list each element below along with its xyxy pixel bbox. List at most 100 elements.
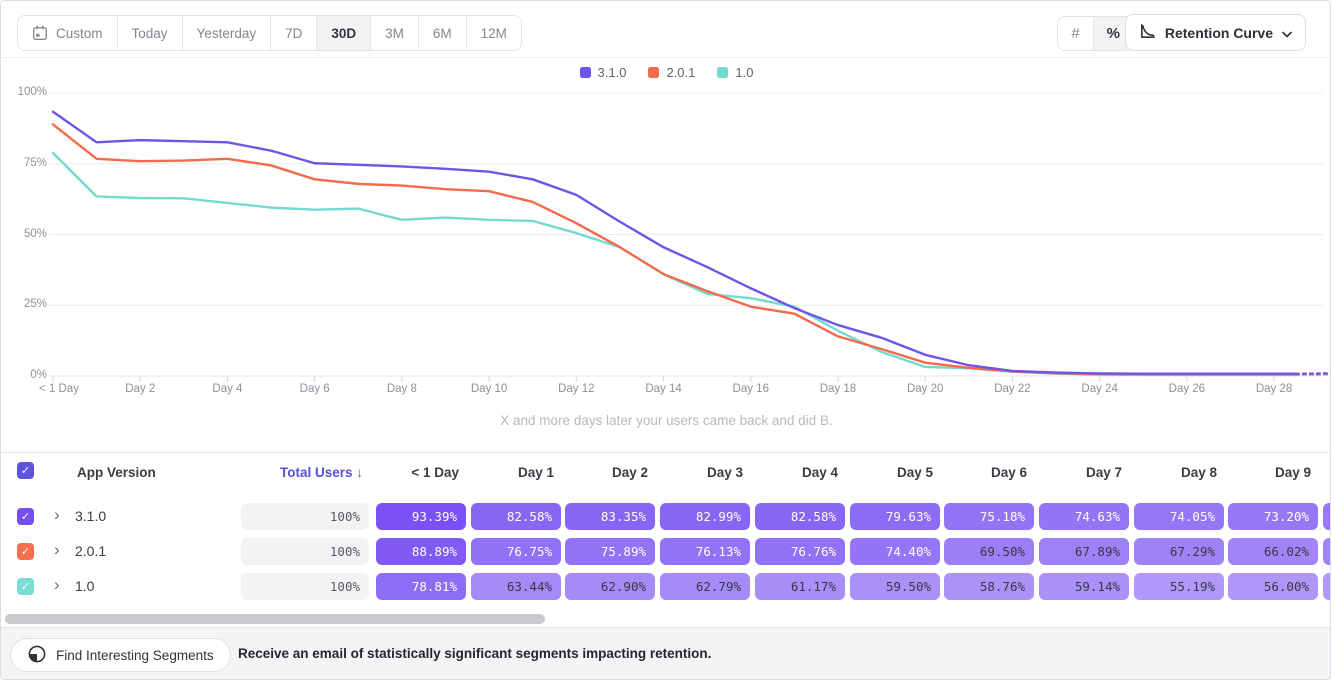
absolute-values-toggle[interactable]: # (1058, 17, 1094, 50)
column-header-day-4[interactable]: Day 4 (801, 465, 838, 480)
chart-subtitle: X and more days later your users came ba… (500, 413, 833, 428)
series-line-3.1.0 (51, 110, 1298, 375)
table-row-2.0.1: ✓ › 2.0.1 100% 88.89% 76.75% 75.89% 76.13% 76.76… (1, 534, 1330, 569)
retention-cell[interactable]: 79.63% (850, 503, 940, 530)
retention-cell[interactable]: 93.39% (376, 503, 466, 530)
range-button-6m[interactable]: 6M (419, 16, 467, 50)
expand-chevron-icon[interactable]: › (54, 505, 60, 524)
retention-cell[interactable]: 74.40% (850, 538, 940, 565)
range-button-12m[interactable]: 12M (467, 16, 521, 50)
footer-bar: Find Interesting Segments Receive an ema… (1, 627, 1330, 679)
retention-cell[interactable]: 82.58% (755, 503, 845, 530)
retention-cell[interactable]: 59.50% (850, 573, 940, 600)
retention-cell[interactable]: 69.50% (944, 538, 1034, 565)
retention-cell[interactable]: 82.58% (471, 503, 561, 530)
chart-type-dropdown[interactable]: Retention Curve (1124, 14, 1306, 51)
retention-cell[interactable]: 88.89% (376, 538, 466, 565)
expand-chevron-icon[interactable]: › (54, 540, 60, 559)
retention-curve-icon (1139, 23, 1156, 43)
column-header-day-7[interactable]: Day 7 (1085, 465, 1122, 480)
x-axis-label: Day 28 (1255, 383, 1293, 395)
x-axis-label: Day 8 (386, 383, 417, 395)
range-button-today[interactable]: Today (118, 16, 183, 50)
retention-cell[interactable]: 76.75% (471, 538, 561, 565)
column-header-day-6[interactable]: Day 6 (990, 465, 1027, 480)
total-users-cell: 100% (241, 538, 369, 565)
x-axis-label: Day 26 (1168, 383, 1206, 395)
retention-cell-partial[interactable] (1323, 503, 1330, 530)
calendar-icon (33, 25, 48, 41)
range-label: 6M (432, 25, 452, 41)
range-button-7d[interactable]: 7D (271, 16, 318, 50)
range-button-30d[interactable]: 30D (317, 16, 372, 50)
y-axis-label: 75% (23, 156, 47, 169)
range-button-yesterday[interactable]: Yesterday (183, 16, 272, 50)
table-header: ✓ App Version Total Users ↓ < 1 Day Day 1… (1, 452, 1330, 487)
app-version-label: 1.0 (75, 578, 95, 594)
row-checkbox[interactable]: ✓ (17, 578, 34, 595)
column-header-app-version: App Version (77, 465, 156, 480)
retention-cell[interactable]: 75.89% (565, 538, 655, 565)
retention-cell[interactable]: 75.18% (944, 503, 1034, 530)
chevron-down-icon (1282, 25, 1292, 41)
row-checkbox[interactable]: ✓ (17, 543, 34, 560)
horizontal-scrollbar[interactable] (5, 614, 545, 624)
x-axis-label: Day 24 (1081, 383, 1118, 395)
find-interesting-segments-button[interactable]: Find Interesting Segments (10, 638, 231, 672)
retention-cell[interactable]: 67.29% (1134, 538, 1224, 565)
select-all-checkbox[interactable]: ✓ (17, 462, 34, 479)
x-axis-label: Day 20 (906, 383, 944, 395)
range-label: 12M (480, 25, 507, 41)
column-header-day-2[interactable]: Day 2 (611, 465, 648, 480)
legend-swatch (579, 67, 591, 78)
x-axis-label: Day 4 (212, 383, 243, 395)
legend-item-1.0[interactable]: 1.0 (717, 65, 753, 80)
range-label: Today (131, 25, 168, 41)
x-axis-label: Day 12 (558, 383, 595, 395)
retention-cell[interactable]: 62.90% (565, 573, 655, 600)
retention-cell[interactable]: 82.99% (660, 503, 750, 530)
retention-cell[interactable]: 59.14% (1039, 573, 1129, 600)
column-header-day-1[interactable]: Day 1 (517, 465, 554, 480)
legend-item-2.0.1[interactable]: 2.0.1 (648, 65, 695, 80)
retention-cell[interactable]: 63.44% (471, 573, 561, 600)
retention-cell[interactable]: 67.89% (1039, 538, 1129, 565)
column-header-day-9[interactable]: Day 9 (1274, 465, 1311, 480)
retention-cell[interactable]: 73.20% (1228, 503, 1318, 530)
app-version-label: 3.1.0 (75, 508, 107, 524)
retention-cell[interactable]: 76.13% (660, 538, 750, 565)
retention-cell[interactable]: 74.63% (1039, 503, 1129, 530)
column-header-1-day[interactable]: < 1 Day (411, 465, 459, 480)
retention-cell[interactable]: 76.76% (755, 538, 845, 565)
column-header-day-8[interactable]: Day 8 (1180, 465, 1217, 480)
retention-cell[interactable]: 56.00% (1228, 573, 1318, 600)
range-button-custom[interactable]: Custom (18, 16, 118, 50)
retention-cell[interactable]: 62.79% (660, 573, 750, 600)
y-axis-label: 0% (30, 369, 47, 381)
x-axis-label: Day 2 (125, 383, 156, 395)
row-checkbox[interactable]: ✓ (17, 508, 34, 525)
retention-cell[interactable]: 83.35% (565, 503, 655, 530)
expand-chevron-icon[interactable]: › (54, 575, 60, 594)
range-button-3m[interactable]: 3M (371, 16, 419, 50)
retention-cell[interactable]: 55.19% (1134, 573, 1224, 600)
retention-cell[interactable]: 74.05% (1134, 503, 1224, 530)
retention-cell-partial[interactable] (1323, 538, 1330, 565)
retention-cell[interactable]: 66.02% (1228, 538, 1318, 565)
column-header-total-users[interactable]: Total Users ↓ (279, 465, 363, 480)
legend-item-3.1.0[interactable]: 3.1.0 (579, 65, 626, 80)
column-header-day-5[interactable]: Day 5 (896, 465, 933, 480)
x-axis-label: Day 6 (299, 383, 330, 395)
legend-label: 2.0.1 (666, 65, 696, 80)
value-mode-control: #% (1057, 16, 1134, 51)
x-axis-label: Day 16 (732, 383, 769, 395)
retention-cell[interactable]: 61.17% (755, 573, 845, 600)
app-version-label: 2.0.1 (75, 543, 107, 559)
chart-legend: 3.1.0 2.0.1 1.0 (1, 65, 1330, 80)
column-header-day-3[interactable]: Day 3 (706, 465, 743, 480)
retention-cell[interactable]: 58.76% (944, 573, 1034, 600)
find-interesting-segments-label: Find Interesting Segments (56, 647, 214, 663)
retention-cell[interactable]: 78.81% (376, 573, 466, 600)
retention-cell-partial[interactable] (1323, 573, 1330, 600)
